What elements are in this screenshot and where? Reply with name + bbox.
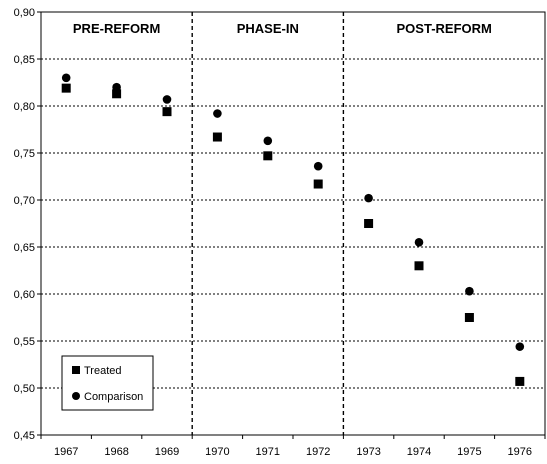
y-tick-label: 0,50: [14, 383, 35, 395]
y-tick-label: 0,75: [14, 148, 35, 160]
phase-label: PHASE-IN: [237, 21, 299, 36]
treated-point: [313, 179, 323, 189]
comparison-point: [263, 136, 273, 146]
y-tick-label: 0,65: [14, 242, 35, 254]
comparison-point: [364, 193, 373, 203]
legend: Treated Comparison: [61, 355, 154, 411]
x-tick-label: 1974: [407, 446, 431, 458]
comparison-point: [112, 82, 121, 92]
comparison-point: [162, 95, 172, 104]
y-tick-label: 0,45: [14, 430, 35, 442]
x-tick-label: 1967: [54, 446, 78, 458]
phase-labels: PRE-REFORM PHASE-IN POST-REFORM: [73, 21, 492, 36]
x-tick-label: 1969: [155, 446, 179, 458]
treated-point: [212, 132, 222, 142]
treated-point: [364, 219, 374, 228]
treated-point: [112, 89, 122, 99]
x-axis-ticks: 1967 1968 1969 1970 1971 1972 1973 1974 1975 1976: [40, 435, 546, 458]
x-tick-label: 1971: [256, 446, 280, 458]
x-tick-label: 1975: [457, 446, 481, 458]
legend-marker-comparison: [72, 392, 80, 400]
x-tick-label: 1972: [306, 446, 330, 458]
comparison-point: [313, 161, 323, 171]
y-tick-label: 0,60: [14, 289, 35, 301]
comparison-point: [414, 238, 424, 247]
x-tick-label: 1968: [104, 446, 128, 458]
phase-label: POST-REFORM: [397, 21, 492, 36]
y-tick-label: 0,85: [14, 54, 35, 66]
y-tick-label: 0,80: [14, 101, 35, 113]
comparison-point: [61, 73, 71, 83]
phase-dividers: [191, 12, 345, 435]
treated-point: [61, 83, 71, 93]
comparison-point: [465, 286, 474, 296]
x-tick-label: 1973: [356, 446, 380, 458]
legend-box: [61, 355, 154, 411]
treated-point: [263, 151, 273, 161]
x-tick-label: 1976: [508, 446, 532, 458]
gridlines: [41, 58, 545, 389]
x-tick-label: 1970: [205, 446, 229, 458]
data-points: [61, 73, 525, 386]
legend-marker-treated: [72, 366, 80, 374]
legend-label-treated: Treated: [84, 365, 122, 377]
legend-label-comparison: Comparison: [84, 391, 143, 403]
treated-point: [515, 376, 525, 386]
phase-label: PRE-REFORM: [73, 21, 160, 36]
comparison-point: [515, 342, 525, 351]
y-tick-label: 0,90: [14, 7, 35, 19]
comparison-point: [213, 109, 222, 118]
treated-point: [162, 107, 172, 117]
treated-point: [414, 261, 424, 271]
treated-point: [464, 313, 474, 322]
y-tick-label: 0,70: [14, 195, 35, 207]
y-axis-ticks: 0,45 0,50 0,55 0,60 0,65 0,70 0,75 0,80 0,85 0,90: [14, 7, 41, 442]
y-tick-label: 0,55: [14, 336, 35, 348]
